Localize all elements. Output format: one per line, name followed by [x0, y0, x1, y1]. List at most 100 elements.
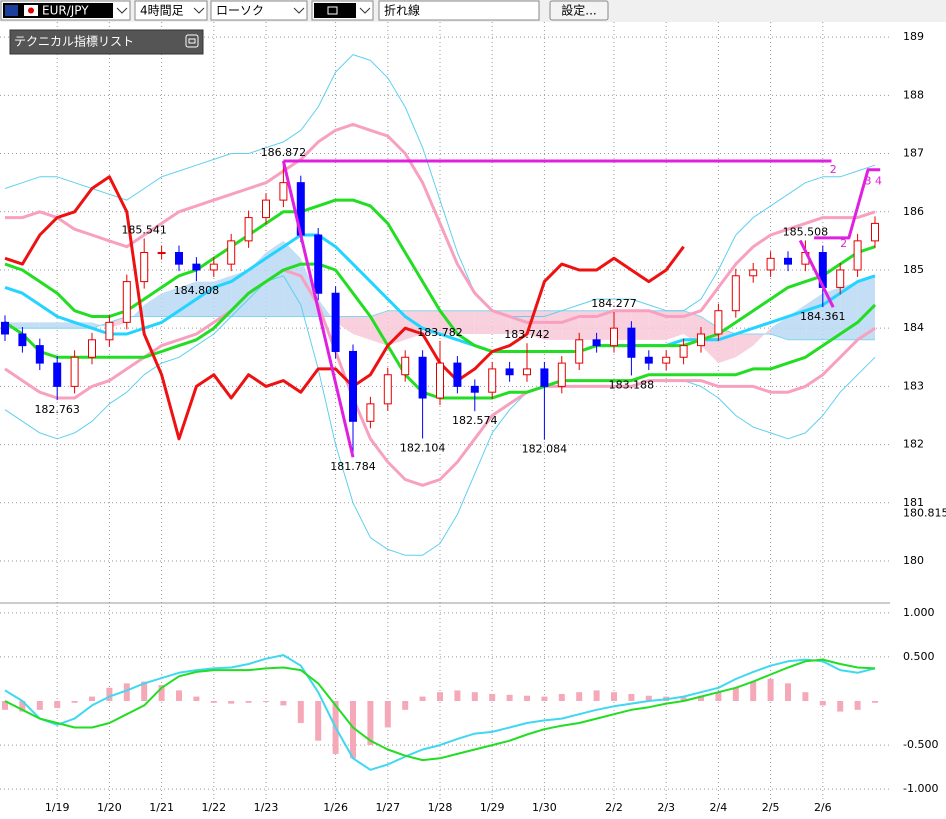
histogram-bar	[506, 694, 513, 701]
candle-body	[314, 234, 323, 294]
zigzag	[281, 160, 355, 458]
candle-body	[105, 321, 114, 341]
cloud	[596, 310, 614, 340]
x-tick-label: 1/29	[480, 801, 505, 814]
cloud	[22, 322, 40, 329]
toolbar: EUR/JPY 4時間足 ローソク 折れ線 設定...	[0, 0, 946, 22]
indicator-line	[5, 122, 876, 324]
panel-toggle[interactable]	[185, 34, 199, 48]
x-tick-label: 1/30	[532, 801, 557, 814]
indicator-line	[4, 275, 876, 556]
y-tick-label: 1.000	[903, 606, 935, 619]
price-annotation: 183.188	[609, 378, 655, 391]
histogram-bar	[158, 685, 165, 701]
cloud	[144, 293, 162, 317]
histogram-bar	[576, 692, 583, 701]
candle-body	[122, 281, 131, 323]
style-select[interactable]	[210, 0, 308, 21]
timeframe: 4時間足	[140, 4, 184, 18]
x-tick-label: 1/28	[428, 801, 453, 814]
settings-label: 設定...	[561, 3, 596, 18]
histogram-bar	[315, 701, 322, 741]
cloud	[614, 310, 632, 340]
chart-area: 180 181 182 183 184 185 186 187 188 189 1.000 0.500…	[0, 22, 946, 814]
histogram-bar	[36, 701, 43, 710]
candle-body	[331, 292, 340, 352]
price-annotation: 184.808	[174, 284, 220, 297]
candle-body	[540, 368, 549, 387]
y-tick-label: 0.500	[903, 650, 935, 663]
macd-line	[4, 658, 876, 762]
histogram-bar	[263, 701, 269, 702]
histogram-bar	[402, 701, 409, 710]
indicator-line	[4, 175, 685, 441]
candle-body	[575, 339, 584, 364]
candle-body	[140, 252, 149, 283]
panel-bg[interactable]	[9, 29, 204, 55]
x-tick-label: 2/3	[657, 801, 675, 814]
candle-body	[557, 362, 566, 387]
histogram-bar	[89, 696, 95, 701]
cloud	[770, 316, 788, 340]
eu-flag	[5, 5, 18, 16]
candle-body	[279, 182, 288, 201]
y-tick-label: 188	[903, 88, 924, 101]
x-tick-label: 1/23	[254, 801, 279, 814]
cloud	[753, 328, 771, 346]
histogram-bar	[106, 687, 113, 701]
indicator-line	[4, 54, 876, 317]
line-type-select[interactable]	[378, 0, 540, 21]
price-annotation: 184.361	[800, 310, 846, 323]
histogram-bar	[454, 690, 461, 701]
histogram-bar	[210, 701, 217, 703]
histogram-bar	[297, 701, 304, 724]
dropdown-arrow	[193, 7, 205, 14]
y-tick-label: -1.000	[903, 782, 938, 795]
price-marker: 180.815	[903, 507, 946, 520]
price-annotation: 183.742	[504, 328, 550, 341]
histogram-bar	[419, 696, 426, 701]
x-tick-label: 2/5	[762, 801, 780, 814]
x-tick-label: 1/27	[375, 801, 400, 814]
price-annotation: 181.784	[330, 460, 376, 473]
y-tick-label: 185	[903, 263, 924, 276]
candle-body	[383, 374, 392, 405]
x-tick-label: 1/20	[97, 801, 122, 814]
candle-body	[436, 362, 444, 399]
chart-style: ローソク	[216, 4, 264, 18]
price-annotation: 182.574	[452, 414, 498, 427]
candle-body	[766, 257, 775, 271]
histogram-bar	[280, 701, 287, 706]
cloud	[109, 316, 127, 329]
y-tick-label: 187	[903, 147, 924, 160]
dropdown-arrow	[359, 7, 371, 14]
histogram-bar	[854, 701, 861, 710]
candle-body	[470, 385, 479, 393]
candle-body	[505, 368, 514, 376]
candle-body	[784, 257, 792, 265]
panel-toggle-icon	[188, 38, 196, 44]
histogram-bar	[384, 701, 391, 728]
candle-body	[610, 327, 618, 347]
candle-body	[853, 240, 862, 271]
timeframe-select[interactable]	[134, 0, 208, 21]
histogram-bar	[19, 701, 26, 712]
indicator-line	[4, 198, 876, 353]
x-tick-label: 2/6	[814, 801, 832, 814]
histogram-bar	[541, 696, 548, 701]
y-tick-label: 182	[903, 438, 924, 451]
candle-body	[401, 356, 410, 376]
y-tick-label: 184	[903, 321, 924, 334]
cloud	[544, 310, 562, 340]
dropdown-arrow	[293, 7, 305, 14]
candle-body	[488, 368, 497, 393]
settings-button[interactable]	[549, 0, 609, 21]
candle-body	[227, 240, 236, 265]
histogram-bar	[732, 687, 739, 701]
histogram-bar	[767, 678, 774, 701]
price-annotation: 182.084	[522, 443, 568, 456]
zigzag	[814, 168, 881, 240]
x-tick-label: 1/26	[323, 801, 348, 814]
candle-body	[175, 252, 183, 265]
